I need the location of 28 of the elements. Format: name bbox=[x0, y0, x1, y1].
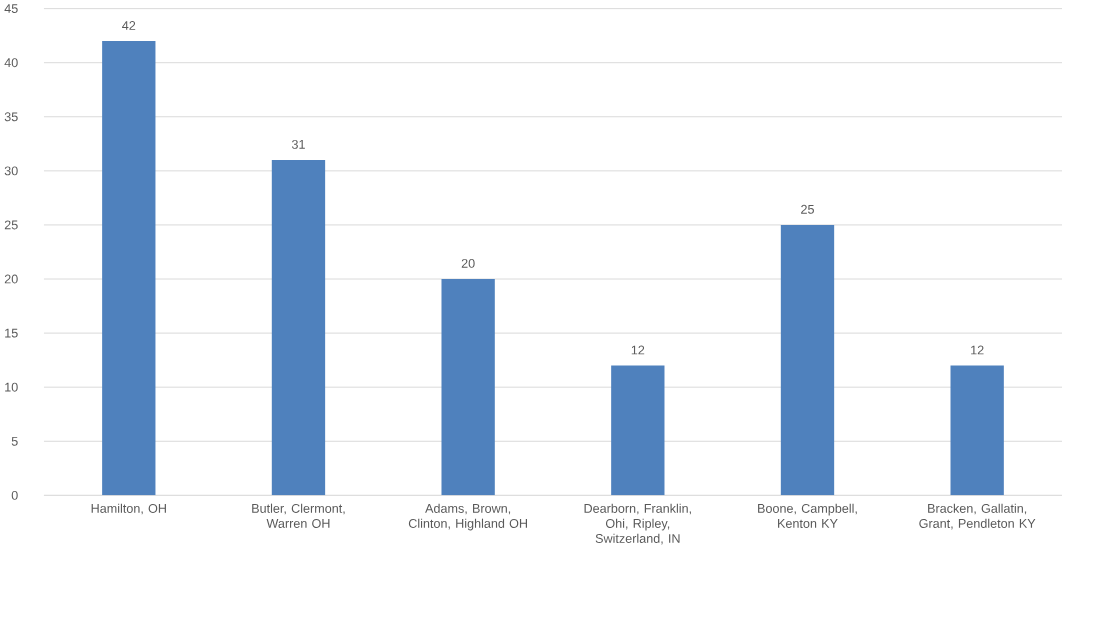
y-tick-label: 20 bbox=[4, 274, 18, 284]
bar bbox=[780, 224, 835, 496]
x-tick-label: Bracken, Gallatin, Grant, Pendleton KY bbox=[919, 503, 1036, 530]
y-tick-label: 10 bbox=[5, 382, 18, 392]
y-tick-label: 30 bbox=[4, 166, 18, 176]
y-tick-label: 5 bbox=[11, 436, 18, 446]
data-label: 42 bbox=[122, 20, 136, 30]
bar bbox=[611, 365, 665, 496]
y-tick-label: 0 bbox=[11, 490, 18, 500]
x-tick-label: Hamilton, OH bbox=[91, 503, 166, 515]
x-tick-label: Boone, Campbell, Kenton KY bbox=[758, 503, 857, 528]
data-label: 12 bbox=[971, 345, 984, 355]
y-tick-label: 25 bbox=[4, 220, 18, 230]
data-label: 12 bbox=[631, 345, 645, 355]
x-tick-label: Dearborn, Franklin, Ohi, Ripley, Switzerland, IN bbox=[584, 503, 691, 545]
x-tick-label: Butler, Clermont, Warren OH bbox=[252, 503, 345, 528]
bar bbox=[950, 365, 1004, 496]
bar bbox=[102, 40, 156, 496]
bar bbox=[271, 159, 326, 496]
bar bbox=[441, 278, 495, 496]
data-label: 31 bbox=[291, 139, 305, 149]
data-label: 25 bbox=[801, 204, 814, 214]
y-tick-label: 45 bbox=[4, 4, 18, 13]
x-tick-label: Adams, Brown, Clinton, Highland OH bbox=[408, 503, 527, 531]
y-tick-label: 40 bbox=[4, 58, 18, 68]
data-label: 20 bbox=[461, 258, 475, 268]
y-tick-label: 15 bbox=[5, 328, 18, 338]
y-tick-label: 35 bbox=[4, 112, 18, 122]
